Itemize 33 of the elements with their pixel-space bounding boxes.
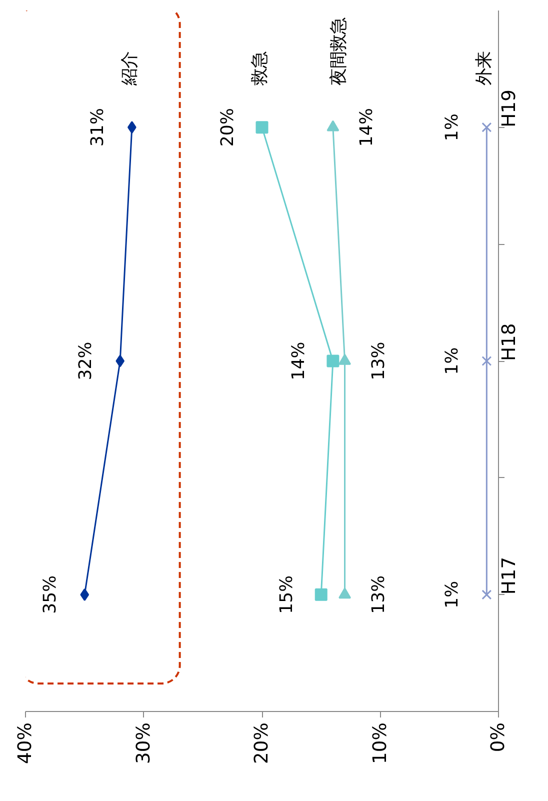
x-tick-label: 10%: [370, 722, 391, 764]
point: [314, 588, 328, 601]
x-tick-label: 0%: [488, 722, 509, 752]
data-label: 14%: [288, 342, 309, 380]
y-tick-label: H18: [499, 323, 520, 361]
data-label: 15%: [277, 575, 298, 614]
point: [338, 588, 352, 599]
text: 夜間救急: [328, 17, 349, 86]
point: [482, 122, 492, 132]
data-label: 1%: [442, 347, 463, 375]
data-label: 13%: [368, 575, 389, 614]
point: [326, 354, 340, 368]
data-label: 14%: [356, 108, 377, 147]
point: [80, 588, 90, 601]
data-label: 20%: [218, 108, 238, 147]
x-tick-label: 30%: [133, 722, 154, 764]
data-label: 32%: [76, 342, 96, 380]
data-label: 31%: [88, 108, 108, 147]
point: [482, 356, 492, 366]
text: 外来: [474, 51, 495, 86]
data-label: 1%: [442, 114, 463, 142]
point: [256, 121, 268, 134]
data-label: 35%: [40, 575, 61, 614]
point: [482, 590, 492, 600]
x-tick-label: 20%: [252, 722, 272, 764]
text: 紹介: [120, 51, 140, 86]
text: 救急: [250, 51, 270, 86]
x-tick-label: 40%: [15, 722, 36, 764]
y-tick-label: H17: [499, 556, 520, 595]
point: [116, 354, 125, 368]
data-label: 1%: [442, 580, 463, 608]
data-label: 13%: [368, 342, 389, 380]
y-tick-label: H19: [499, 90, 520, 128]
